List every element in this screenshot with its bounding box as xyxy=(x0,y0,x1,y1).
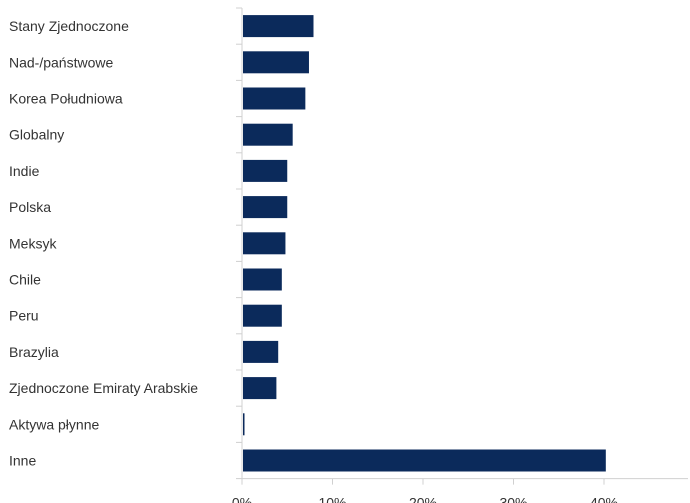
x-tick-label: 0% xyxy=(232,495,252,503)
x-tick-label: 10% xyxy=(318,495,346,503)
x-axis-ticks: 0% 10% 20% 30% 40% xyxy=(232,478,618,503)
bar-3 xyxy=(243,123,293,146)
category-label: Nad-/państwowe xyxy=(9,54,113,70)
bar-5 xyxy=(243,196,288,219)
bar-2 xyxy=(243,87,306,110)
bar-8 xyxy=(243,304,282,327)
category-label: Stany Zjednoczone xyxy=(9,18,129,34)
bar-11 xyxy=(243,413,245,436)
bar-1 xyxy=(243,51,309,74)
bar-4 xyxy=(243,159,288,182)
category-label: Korea Południowa xyxy=(9,91,123,107)
x-tick-label: 30% xyxy=(499,495,527,503)
category-label: Inne xyxy=(9,453,36,469)
category-label: Brazylia xyxy=(9,344,59,360)
bar-10 xyxy=(243,377,277,400)
category-label: Indie xyxy=(9,163,40,179)
category-label: Globalny xyxy=(9,127,64,143)
bar-7 xyxy=(243,268,282,291)
x-tick-label: 20% xyxy=(409,495,437,503)
category-label: Meksyk xyxy=(9,235,57,251)
category-labels: Stany Zjednoczone Nad-/państwowe Korea Poł… xyxy=(9,18,198,468)
bar-6 xyxy=(243,232,286,255)
bars-group xyxy=(243,15,606,472)
x-tick-label: 40% xyxy=(590,495,618,503)
category-label: Zjednoczone Emiraty Arabskie xyxy=(9,380,198,396)
bar-12 xyxy=(243,449,606,472)
bar-0 xyxy=(243,15,314,38)
category-label: Aktywa płynne xyxy=(9,416,99,432)
chart-axes xyxy=(236,7,688,480)
bar-9 xyxy=(243,340,279,363)
category-label: Peru xyxy=(9,308,39,324)
category-label: Polska xyxy=(9,199,51,215)
category-label: Chile xyxy=(9,272,41,288)
